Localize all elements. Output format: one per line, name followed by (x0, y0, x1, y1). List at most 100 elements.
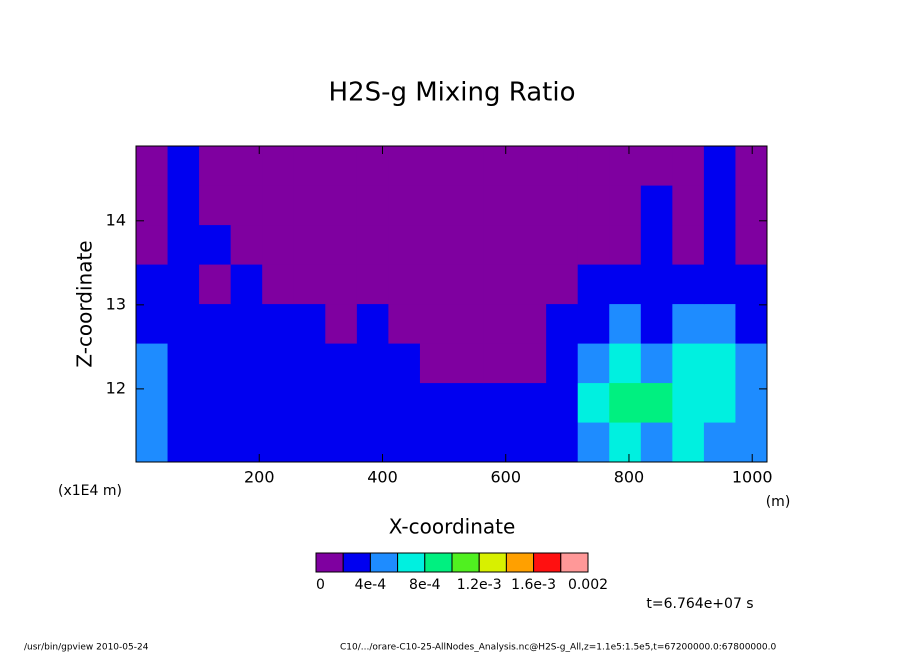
contour-cell (136, 264, 169, 305)
contour-cell (325, 343, 358, 384)
contour-cell (546, 146, 579, 186)
x-tick-label: 1000 (732, 468, 773, 487)
y-unit: (x1E4 m) (58, 483, 122, 499)
contour-cell (262, 382, 295, 423)
contour-cell (325, 264, 358, 305)
y-tick-label: 13 (106, 294, 126, 313)
contour-cell (546, 343, 579, 384)
contour-cell (262, 146, 295, 186)
contour-cell (609, 422, 642, 462)
contour-cell (388, 224, 421, 265)
contour-cell (546, 422, 579, 462)
x-tick-label: 800 (614, 468, 645, 487)
contour-cell (451, 224, 484, 265)
contour-cell (293, 224, 326, 265)
contour-cell (293, 422, 326, 462)
contour-cell (514, 382, 547, 423)
contour-cell (703, 146, 736, 186)
contour-cell (199, 185, 232, 226)
contour-cell (640, 185, 673, 226)
contour-cell (577, 382, 610, 423)
contour-cell (325, 185, 358, 226)
contour-cell (419, 303, 452, 344)
contour-cell (640, 382, 673, 423)
contour-cell (388, 422, 421, 462)
contour-cell (451, 185, 484, 226)
contour-cell (483, 264, 516, 305)
contour-cell (514, 303, 547, 344)
contour-cell (703, 382, 736, 423)
contour-cell (419, 343, 452, 384)
colorbar-label: 4e-4 (355, 577, 387, 593)
contour-cell (483, 343, 516, 384)
contour-cell (262, 422, 295, 462)
x-axis-title: X-coordinate (389, 515, 516, 539)
contour-cell (735, 224, 767, 265)
contour-cell (167, 224, 200, 265)
contour-cell (230, 382, 263, 423)
contour-cell (672, 224, 705, 265)
contour-cell (167, 264, 200, 305)
colorbar-box (315, 552, 344, 573)
contour-cell (419, 264, 452, 305)
contour-cell (262, 343, 295, 384)
contour-cell (325, 224, 358, 265)
contour-cell (672, 382, 705, 423)
colorbar-label: 8e-4 (409, 577, 441, 593)
contour-cell (167, 382, 200, 423)
colorbar-box (369, 552, 399, 573)
contour-cell (230, 303, 263, 344)
contour-cell (136, 343, 169, 384)
contour-cell (356, 146, 389, 186)
contour-cell (735, 264, 767, 305)
contour-cell (356, 185, 389, 226)
contour-cell (451, 264, 484, 305)
y-axis-title: Z-coordinate (73, 240, 97, 367)
contour-cell (735, 146, 767, 186)
contour-cell (356, 264, 389, 305)
contour-cell (451, 343, 484, 384)
contour-cell (577, 146, 610, 186)
contour-cell (609, 185, 642, 226)
plot-frame (135, 145, 768, 463)
contour-cell (546, 382, 579, 423)
contour-cell (672, 264, 705, 305)
contour-cell (451, 146, 484, 186)
contour-cell (672, 146, 705, 186)
contour-cell (356, 343, 389, 384)
colorbar-label: 1.6e-3 (511, 577, 556, 593)
contour-cell (388, 185, 421, 226)
contour-cell (419, 224, 452, 265)
x-unit: (m) (766, 494, 791, 510)
contour-cell (672, 185, 705, 226)
contour-cell (672, 343, 705, 384)
contour-cell (609, 224, 642, 265)
contour-cell (388, 382, 421, 423)
contour-cell (167, 303, 200, 344)
contour-cell (546, 185, 579, 226)
footer-left: /usr/bin/gpview 2010-05-24 (24, 643, 149, 653)
contour-cell (388, 343, 421, 384)
contour-cell (483, 146, 516, 186)
contour-cell (262, 185, 295, 226)
contour-cell (356, 303, 389, 344)
contour-cell (388, 303, 421, 344)
contour-cell (167, 146, 200, 186)
contour-cell (325, 303, 358, 344)
contour-cell (483, 185, 516, 226)
contour-cell (672, 422, 705, 462)
contour-cell (167, 343, 200, 384)
contour-cell (325, 422, 358, 462)
contour-cell (356, 382, 389, 423)
contour-cell (451, 382, 484, 423)
contour-cell (640, 224, 673, 265)
colorbar-box (451, 552, 480, 573)
contour-cell (262, 303, 295, 344)
contour-cell (514, 422, 547, 462)
contour-cell (167, 422, 200, 462)
contour-cell (136, 224, 169, 265)
colorbar-box (560, 552, 589, 573)
y-tick-label: 12 (106, 378, 126, 397)
colorbar-label: 0.002 (568, 577, 608, 593)
contour-cell (419, 382, 452, 423)
